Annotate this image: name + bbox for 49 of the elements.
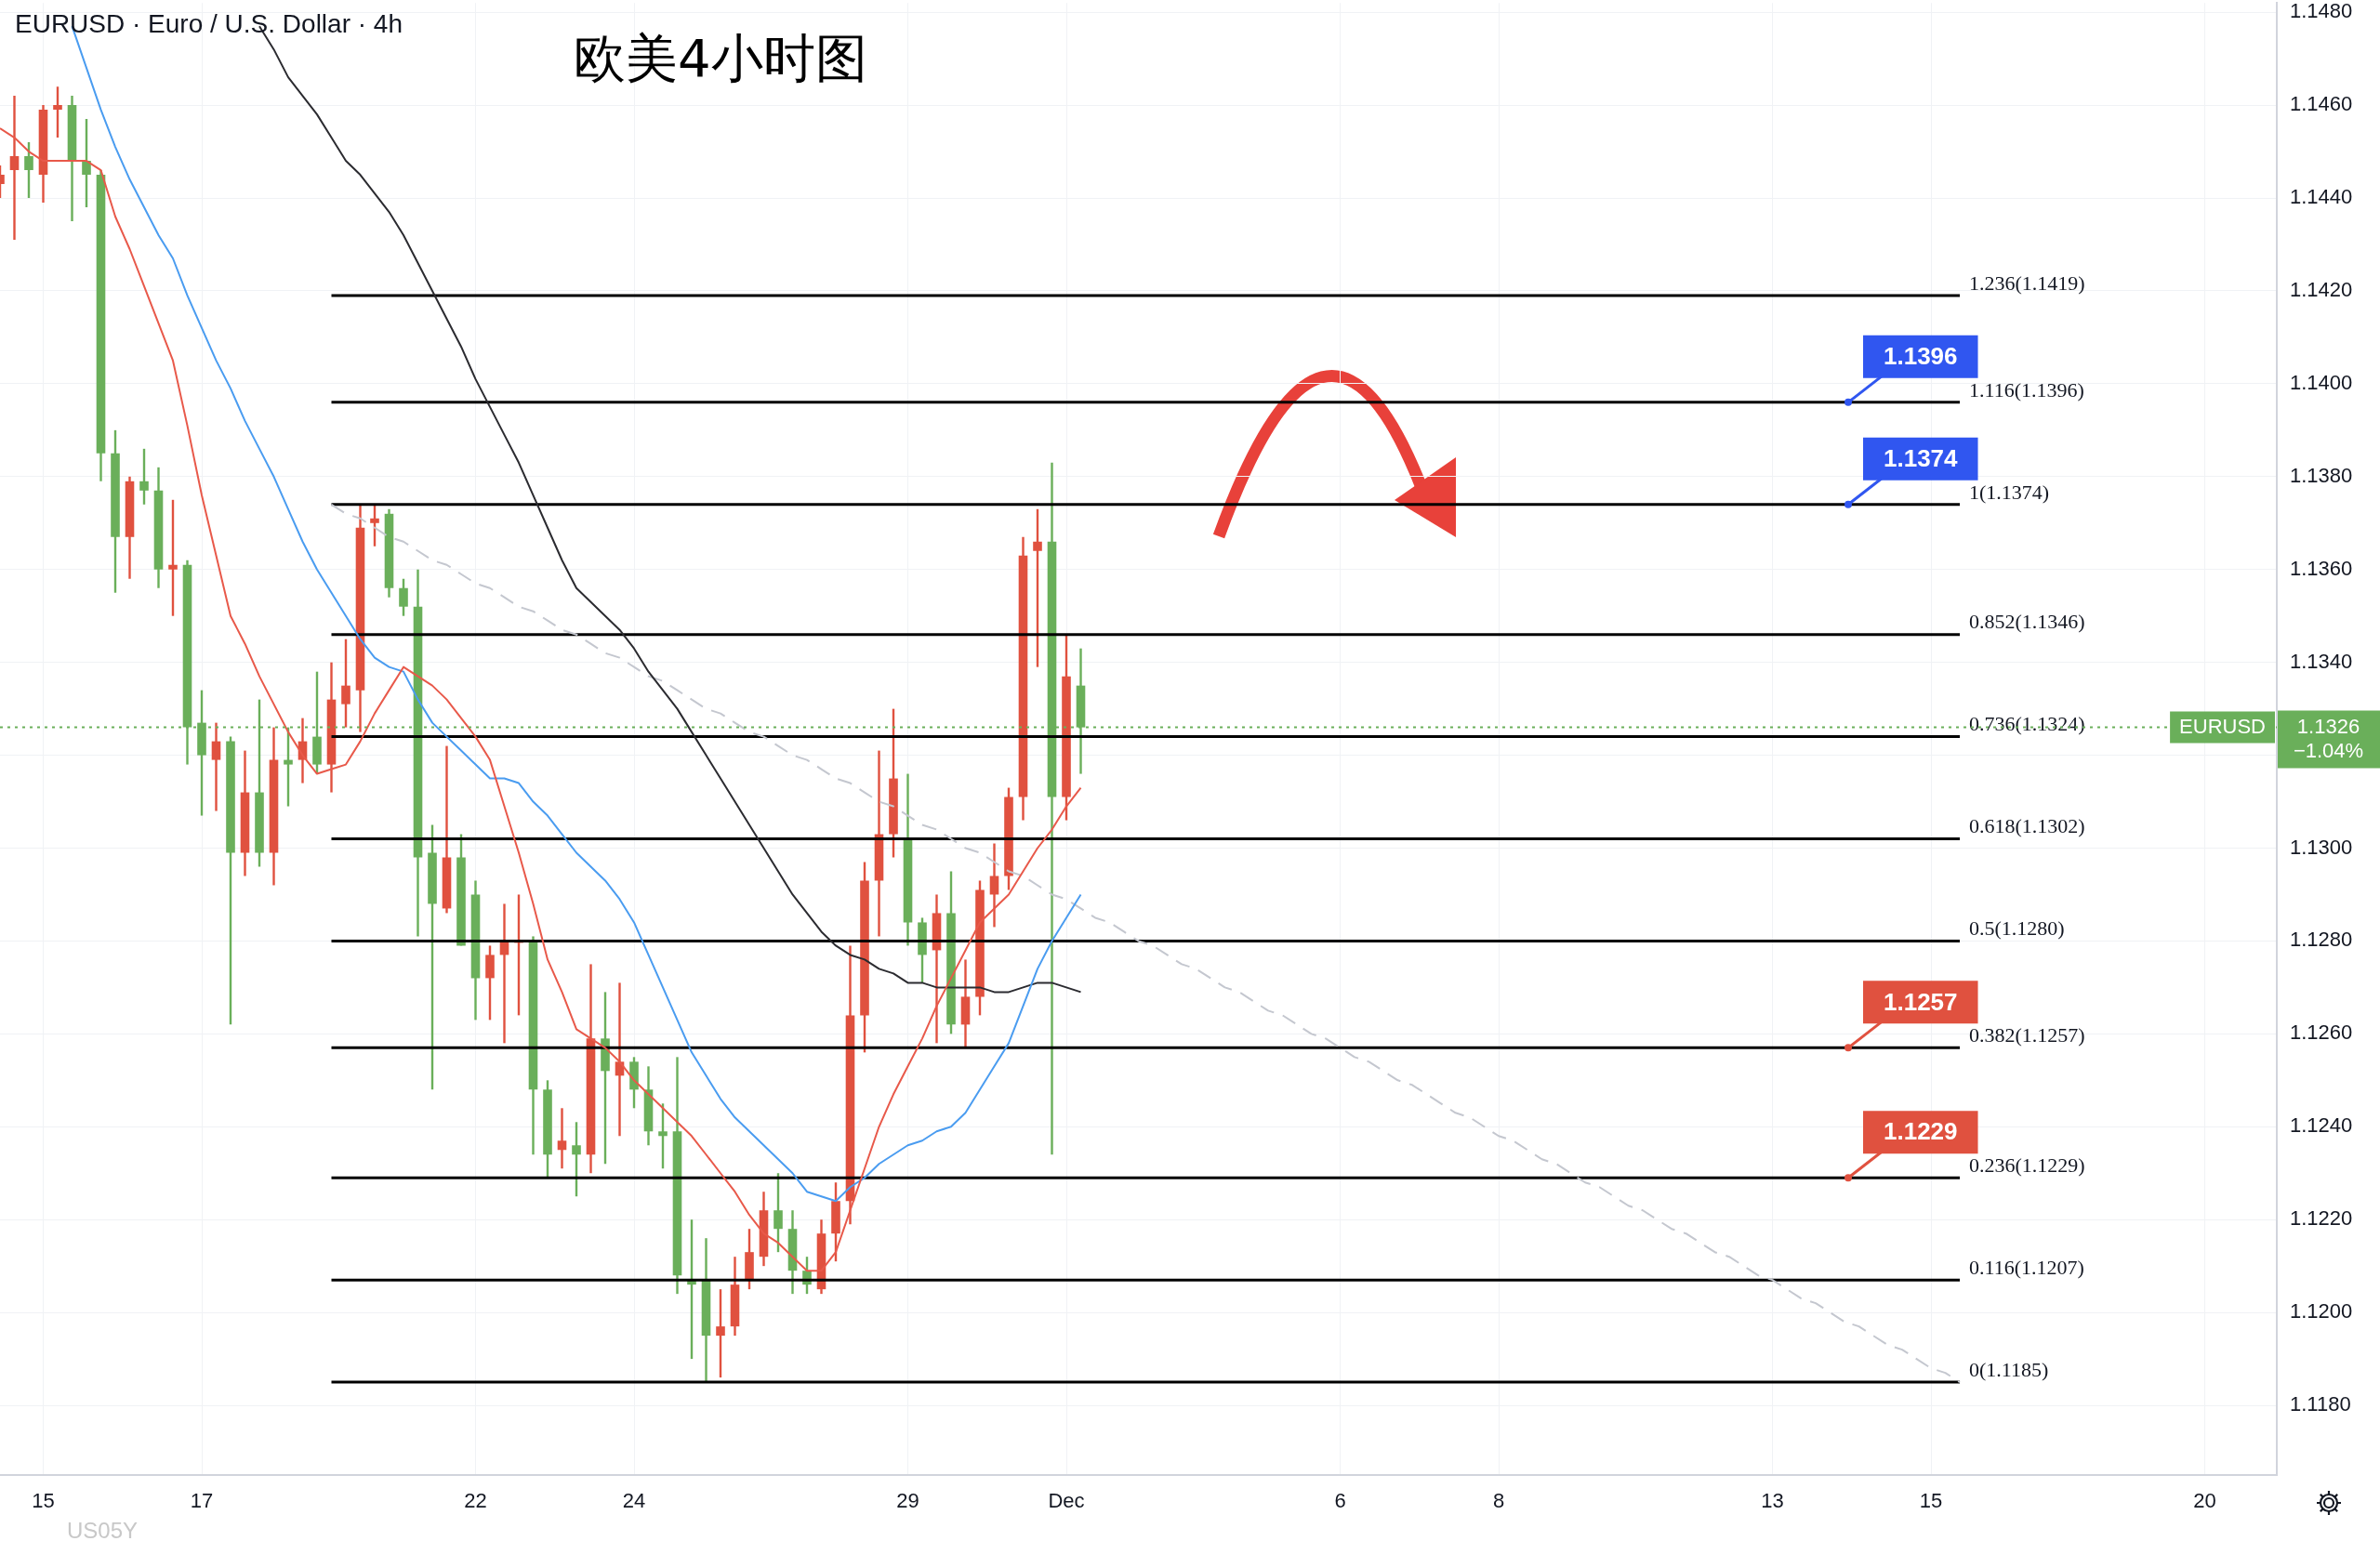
series-label: 1.116(1.1396) <box>1969 377 2084 402</box>
annotation: 1.1257 <box>1884 987 1958 1016</box>
y-tick-label: 1.1380 <box>2290 463 2353 487</box>
series-label: 0.852(1.1346) <box>1969 610 2085 634</box>
series-label: 1.236(1.1419) <box>1969 270 2085 295</box>
ref-line-label: EURUSD <box>2179 714 2266 738</box>
y-tick-label: 1.1400 <box>2290 370 2353 394</box>
series-label: 0.382(1.1257) <box>1969 1023 2085 1047</box>
x-tick-label: Dec <box>1048 1489 1085 1513</box>
y-tick-label: 1.1480 <box>2290 0 2353 23</box>
x-tick-label: 6 <box>1334 1489 1346 1513</box>
x-tick-label: 22 <box>464 1489 487 1513</box>
y-tick-label: 1.1260 <box>2290 1021 2353 1045</box>
x-tick-label: 15 <box>1919 1489 1943 1513</box>
x-tick-label: 15 <box>32 1489 55 1513</box>
series-label: 0.236(1.1229) <box>1969 1153 2085 1178</box>
y-tick-label: 1.1360 <box>2290 556 2353 580</box>
x-tick-label: 17 <box>190 1489 214 1513</box>
chart-title: EURUSD · Euro / U.S. Dollar · 4h <box>15 9 403 39</box>
candlestick <box>211 722 221 811</box>
text: 1.1326 <box>2296 714 2360 738</box>
x-tick-label: 8 <box>1492 1489 1505 1513</box>
line-series <box>330 503 1961 1384</box>
y-tick-label: 1.1220 <box>2290 1206 2353 1231</box>
x-tick-label: 29 <box>896 1489 919 1513</box>
x-tick-label: 20 <box>2193 1489 2216 1513</box>
y-tick-label: 1.1240 <box>2290 1113 2353 1138</box>
y-tick-label: 1.1460 <box>2290 92 2353 116</box>
annotation: 1.1229 <box>1884 1117 1958 1146</box>
series-label: 1(1.1374) <box>1969 480 2050 504</box>
y-tick-label: 1.1340 <box>2290 649 2353 673</box>
series-label: 0.5(1.1280) <box>1969 916 2065 941</box>
y-tick-label: 1.1420 <box>2290 278 2353 302</box>
x-tick-label: 13 <box>1761 1489 1784 1513</box>
candlestick <box>557 1108 567 1169</box>
annotation: 1.1374 <box>1884 443 1959 472</box>
series-label: 0.116(1.1207) <box>1969 1255 2084 1279</box>
y-tick-label: 1.1180 <box>2290 1392 2351 1416</box>
annotation: 1.1396 <box>1884 342 1958 371</box>
y-tick-label: 1.1200 <box>2290 1299 2353 1324</box>
series-label: 0.618(1.1302) <box>1969 814 2085 838</box>
y-tick-label: 1.1440 <box>2290 185 2353 209</box>
series-label: 0.736(1.1324) <box>1969 712 2085 736</box>
series-label: 0(1.1185) <box>1969 1357 2049 1381</box>
text: −1.04% <box>2293 738 2364 762</box>
text: 欧美4小时图 <box>574 27 867 90</box>
y-tick-label: 1.1280 <box>2290 928 2353 952</box>
y-tick-label: 1.1300 <box>2290 835 2353 859</box>
x-tick-label: 24 <box>622 1489 646 1513</box>
